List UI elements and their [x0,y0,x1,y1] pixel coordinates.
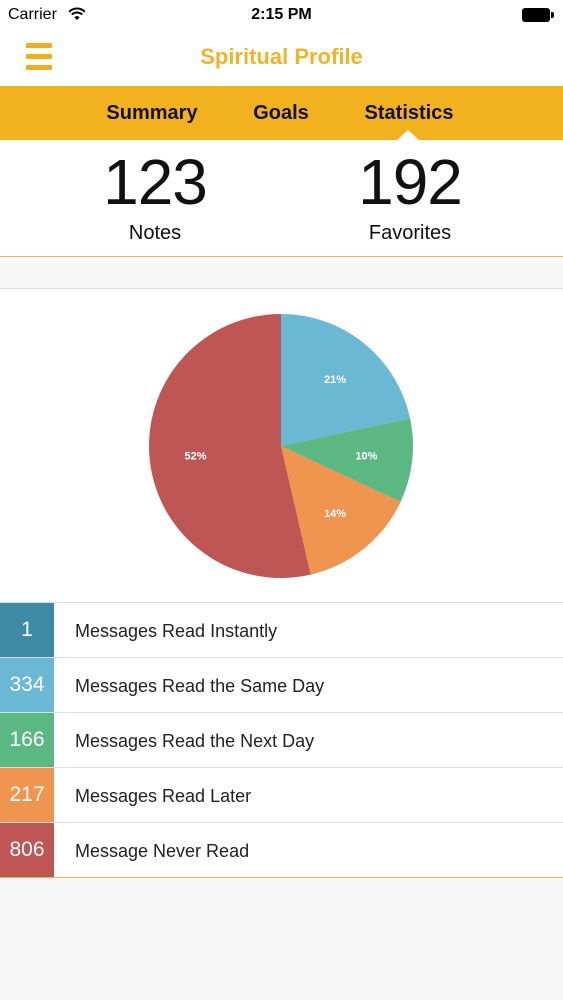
hamburger-menu-icon[interactable] [22,41,56,73]
stat-label: Messages Read Later [75,786,252,806]
stat-row-read-same-day[interactable]: 334 Messages Read the Same Day [0,658,563,713]
pie-slice-label-2: 14% [324,508,346,520]
carrier-label: Carrier [8,6,57,23]
favorites-count-label: Favorites [368,222,452,244]
wifi-icon [68,7,86,20]
notes-count-value: 123 [103,146,208,218]
status-bar: Carrier 2:15 PM [0,0,563,30]
pie-slice-0 [281,314,411,446]
stat-count-badge: 806 [0,823,54,877]
notes-count: 123 Notes [55,146,255,245]
favorites-count-value: 192 [358,146,463,218]
battery-icon [522,8,554,22]
stat-row-read-next-day[interactable]: 166 Messages Read the Next Day [0,713,563,768]
pie-slice-2 [281,446,401,575]
stat-row-never-read[interactable]: 806 Message Never Read [0,823,563,877]
stat-label: Messages Read the Next Day [75,731,315,751]
stat-row-read-later[interactable]: 217 Messages Read Later [0,768,563,823]
selected-tab-indicator [397,130,419,140]
tab-summary[interactable]: Summary [106,102,198,124]
stat-label: Messages Read Instantly [75,621,278,641]
stat-row-read-instantly[interactable]: 1 Messages Read Instantly [0,603,563,658]
pie-chart: 21% 10% 14% 52% [149,314,413,578]
navigation-bar: Spiritual Profile [0,30,563,86]
pie-slice-label-0: 21% [324,374,346,386]
tab-bar: Summary Goals Statistics [0,86,563,140]
pie-slice-label-1: 10% [355,451,377,463]
summary-counts: 123 Notes 192 Favorites [0,140,563,257]
favorites-count: 192 Favorites [310,146,510,245]
stat-count-badge: 217 [0,768,54,822]
tab-statistics[interactable]: Statistics [364,102,454,124]
stat-count-badge: 166 [0,713,54,767]
status-time: 2:15 PM [251,6,312,23]
stat-label: Messages Read the Same Day [75,676,325,696]
pie-slice-label-3: 52% [185,451,207,463]
stat-label: Message Never Read [75,841,250,861]
notes-count-label: Notes [128,222,182,244]
pie-slice-1 [281,418,413,502]
page-title: Spiritual Profile [200,44,363,69]
stat-count-badge: 1 [0,603,54,657]
tab-goals[interactable]: Goals [253,102,309,124]
stats-list: 1 Messages Read Instantly 334 Messages R… [0,602,563,878]
pie-slice-3 [149,314,311,578]
stat-count-badge: 334 [0,658,54,712]
pie-chart-section: 21% 10% 14% 52% [0,288,563,603]
